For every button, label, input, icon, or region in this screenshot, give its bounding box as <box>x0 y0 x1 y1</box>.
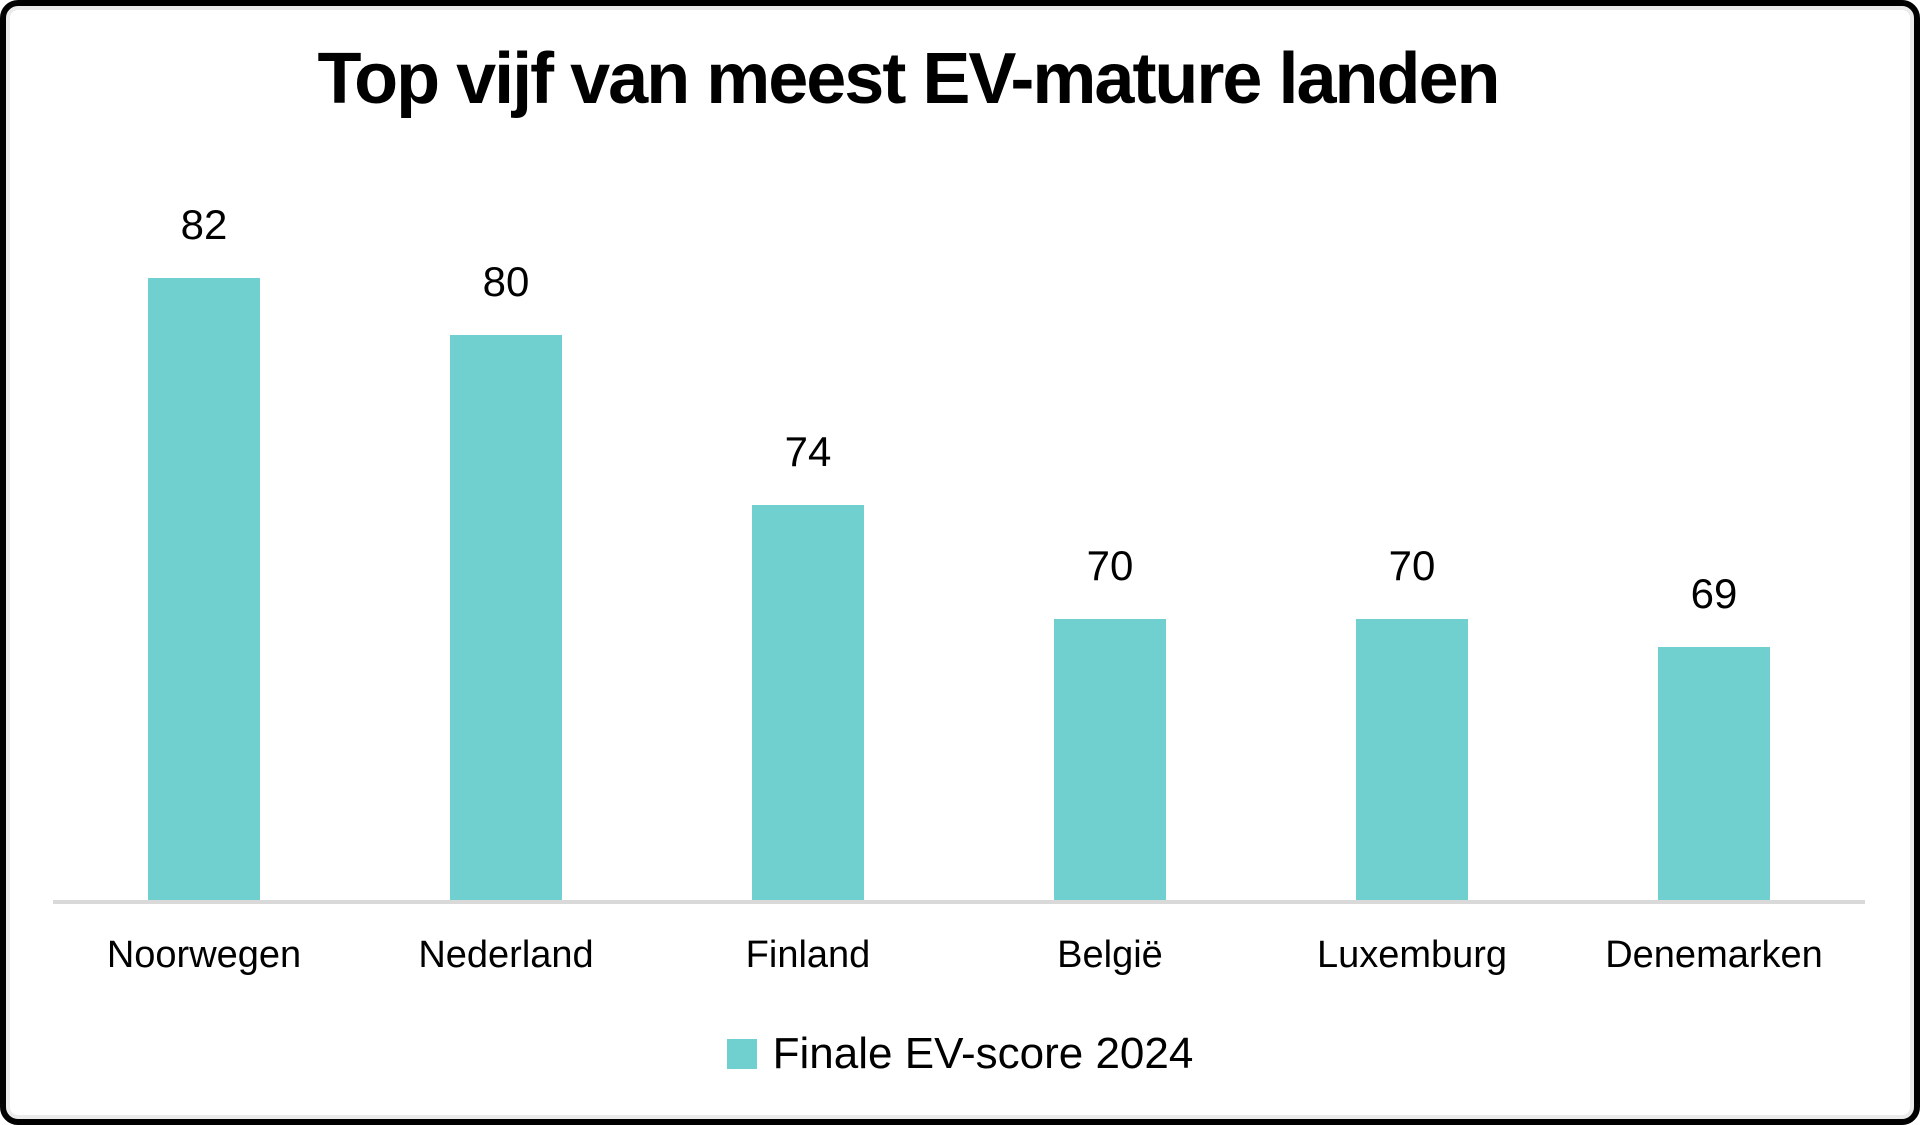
legend-swatch-icon <box>726 1039 757 1069</box>
category-label: Finland <box>745 934 871 976</box>
category-label: Noorwegen <box>106 934 302 976</box>
x-axis-line <box>53 900 1865 904</box>
value-label: 70 <box>1086 542 1134 589</box>
category-label: Luxemburg <box>1316 934 1508 976</box>
category-label: België <box>1057 934 1163 976</box>
bar-noorwegen <box>148 278 260 903</box>
value-label: 80 <box>482 258 530 305</box>
bar-luxemburg <box>1356 619 1468 903</box>
value-label: 82 <box>180 201 228 248</box>
bar-denemarken <box>1658 647 1770 903</box>
legend-label: Finale EV-score 2024 <box>772 1029 1194 1078</box>
bar-belgië <box>1054 619 1166 903</box>
chart-title: Top vijf van meest EV-mature landen <box>317 39 1501 119</box>
category-label: Nederland <box>418 934 594 976</box>
value-label: 74 <box>784 428 832 475</box>
legend: Finale EV-score 2024 <box>0 1028 1920 1080</box>
bar-finland <box>752 505 864 903</box>
category-label: Denemarken <box>1605 934 1823 976</box>
value-label: 69 <box>1690 570 1738 617</box>
bar-nederland <box>450 335 562 903</box>
value-label: 70 <box>1388 542 1436 589</box>
